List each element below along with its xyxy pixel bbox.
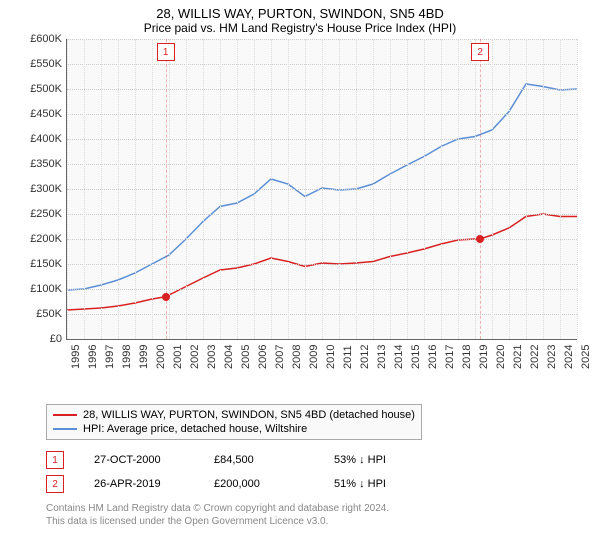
y-tick-label: £450K [20,108,62,120]
x-tick-label: 2001 [172,345,184,369]
y-tick-label: £400K [20,133,62,145]
y-tick-label: £300K [20,183,62,195]
legend-box: 28, WILLIS WAY, PURTON, SWINDON, SN5 4BD… [46,404,422,440]
transaction-table: 127-OCT-2000£84,50053% ↓ HPI226-APR-2019… [46,448,600,496]
y-tick-label: £50K [20,308,62,320]
x-tick-label: 2009 [308,345,320,369]
footer-line: This data is licensed under the Open Gov… [46,515,600,528]
footer-text: Contains HM Land Registry data © Crown c… [46,502,600,528]
legend-item: 28, WILLIS WAY, PURTON, SWINDON, SN5 4BD… [53,408,415,422]
y-tick-label: £250K [20,208,62,220]
chart-area: 12 £0£50K£100K£150K£200K£250K£300K£350K£… [20,39,580,399]
x-tick-label: 2012 [359,345,371,369]
plot-area: 12 [66,39,577,340]
x-tick-label: 2008 [291,345,303,369]
tx-row: 127-OCT-2000£84,50053% ↓ HPI [46,448,600,472]
x-tick-label: 2015 [410,345,422,369]
x-tick-label: 2006 [257,345,269,369]
x-tick-label: 2023 [546,345,558,369]
tx-marker: 2 [471,43,489,61]
y-tick-label: £350K [20,158,62,170]
x-tick-label: 1998 [121,345,133,369]
x-tick-label: 2025 [580,345,592,369]
x-tick-label: 2004 [223,345,235,369]
footer-line: Contains HM Land Registry data © Crown c… [46,502,600,515]
x-tick-label: 2007 [274,345,286,369]
legend-item: HPI: Average price, detached house, Wilt… [53,422,415,436]
y-tick-label: £150K [20,258,62,270]
x-tick-label: 2019 [478,345,490,369]
x-tick-label: 2011 [342,345,354,369]
x-tick-label: 2017 [444,345,456,369]
x-tick-label: 2018 [461,345,473,369]
x-tick-label: 2016 [427,345,439,369]
x-tick-label: 2014 [393,345,405,369]
x-tick-label: 2005 [240,345,252,369]
y-tick-label: £100K [20,283,62,295]
chart-title: 28, WILLIS WAY, PURTON, SWINDON, SN5 4BD [0,0,600,21]
x-tick-label: 1995 [70,345,82,369]
x-tick-label: 2021 [512,345,524,369]
x-tick-label: 1996 [87,345,99,369]
x-tick-label: 1999 [138,345,150,369]
x-tick-label: 2024 [563,345,575,369]
x-tick-label: 1997 [104,345,116,369]
tx-row: 226-APR-2019£200,00051% ↓ HPI [46,472,600,496]
x-tick-label: 2010 [325,345,337,369]
x-tick-label: 2022 [529,345,541,369]
chart-subtitle: Price paid vs. HM Land Registry's House … [0,21,600,39]
y-tick-label: £600K [20,33,62,45]
x-tick-label: 2002 [189,345,201,369]
y-tick-label: £500K [20,83,62,95]
x-tick-label: 2020 [495,345,507,369]
x-tick-label: 2000 [155,345,167,369]
y-tick-label: £0 [20,333,62,345]
x-tick-label: 2003 [206,345,218,369]
x-tick-label: 2013 [376,345,388,369]
y-tick-label: £550K [20,58,62,70]
tx-marker: 1 [157,43,175,61]
y-tick-label: £200K [20,233,62,245]
